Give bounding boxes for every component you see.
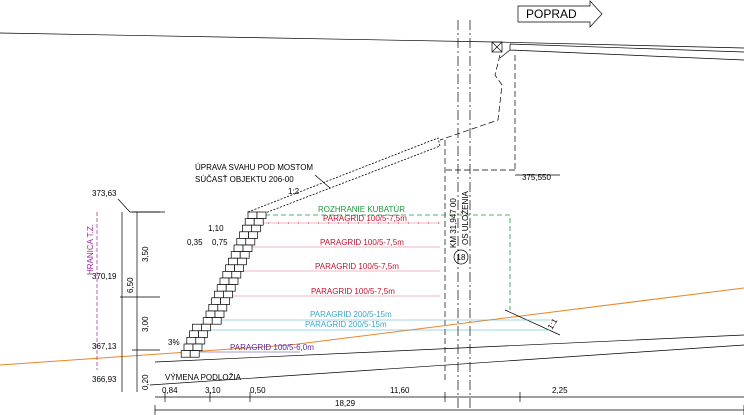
- wall-block: [211, 317, 222, 325]
- leader: [117, 198, 160, 213]
- elevation: 366,93: [92, 375, 117, 384]
- pier-outline: [439, 54, 516, 380]
- horizontal-dim: 2,25: [552, 386, 568, 395]
- volume-boundary-line: [265, 214, 511, 310]
- wall-block: [239, 251, 250, 259]
- wall-block: [247, 211, 258, 219]
- elevation: 373,63: [92, 189, 117, 198]
- wall-block: [225, 264, 235, 272]
- axis-station: KM 31,947 00: [449, 198, 458, 248]
- ground-line: [149, 334, 744, 386]
- subgrade-label: VÝMENA PODLOŽIA: [165, 373, 242, 382]
- vertical-dim: 3,00: [141, 316, 150, 332]
- wall-block: [192, 323, 202, 332]
- slope-ratio: 1:2: [288, 187, 300, 196]
- wall-block: [189, 330, 199, 338]
- horizontal-dim: 3,10: [205, 386, 221, 395]
- wall-block: [195, 337, 206, 345]
- vertical-dim: 3,50: [141, 246, 150, 262]
- wall-block: [233, 244, 244, 252]
- crossfall: 3%: [168, 338, 180, 347]
- wall-block: [236, 238, 247, 246]
- elevation: 375,550: [522, 173, 551, 182]
- vertical-dim: 6,50: [126, 277, 135, 293]
- block-dim: 1,10: [208, 224, 224, 233]
- geogrid-label: PARAGRID 200/5-15m: [310, 310, 392, 319]
- wall-block: [220, 297, 230, 305]
- axis-circle: [453, 249, 469, 265]
- direction-arrow: [517, 0, 603, 28]
- wall-block: [214, 310, 225, 318]
- wall-block: [198, 330, 208, 338]
- wall-block: [201, 323, 211, 332]
- wall-block: [248, 231, 258, 239]
- bridge-deck: [499, 43, 744, 61]
- wall-block: [223, 290, 233, 299]
- wall-block: [217, 304, 228, 312]
- horizontal-dim: 11,60: [390, 386, 410, 395]
- wall-block: [253, 218, 264, 226]
- geogrid-label: PARAGRID 100/5-7,5m: [323, 214, 407, 223]
- geogrid-label: PARAGRID 200/5-15m: [305, 320, 387, 329]
- slope-ratio-right: 1:1: [546, 316, 560, 331]
- wall-block: [234, 264, 244, 272]
- block-dim: 0,75: [212, 238, 228, 247]
- geogrid-label: PARAGRID 100/5-6,0m: [230, 343, 314, 352]
- vertical-dim: 0,20: [141, 374, 150, 390]
- axis-label: OS ULOŽENIA: [461, 191, 470, 245]
- wall-block: [214, 290, 224, 299]
- wall-block: [222, 271, 233, 279]
- bearing: [491, 41, 503, 53]
- wall-block: [211, 297, 221, 305]
- wall-block: [242, 224, 252, 233]
- slope-note: SÚČASŤ OBJEKTU 206-00: [195, 175, 294, 184]
- wall-block: [245, 238, 256, 246]
- wall-block: [192, 343, 203, 351]
- wall-block: [231, 271, 242, 279]
- wall-block: [205, 310, 216, 318]
- axis-number: 18: [457, 253, 466, 262]
- volume-boundary-label: ROZHRANIE KUBATÚR: [318, 205, 405, 214]
- dimension-lines: [154, 392, 744, 415]
- geogrid-label: PARAGRID 100/5-7,5m: [320, 238, 404, 247]
- wall-block: [228, 277, 239, 285]
- wall-block: [202, 317, 213, 325]
- elevation: 367,13: [92, 342, 117, 351]
- wall-blocks: [180, 211, 267, 358]
- wall-block: [219, 277, 230, 285]
- wall-block: [228, 257, 238, 266]
- wall-block: [183, 343, 194, 351]
- wall-block: [244, 218, 255, 226]
- wall-block: [208, 304, 219, 312]
- riprap: [247, 137, 441, 219]
- geogrid-lines: [200, 222, 550, 353]
- wall-block: [216, 284, 227, 292]
- leaders: [314, 174, 560, 189]
- wall-block: [237, 257, 247, 266]
- wall-block: [256, 211, 267, 219]
- geogrid-label: PARAGRID 100/5-7,5m: [311, 287, 395, 296]
- total-width: 18,29: [335, 399, 356, 408]
- wall-block: [251, 224, 261, 233]
- wall-block: [225, 284, 236, 292]
- direction-label: POPRAD: [526, 7, 577, 21]
- horizontal-dim: 0,50: [250, 386, 266, 395]
- wall-block: [239, 231, 249, 239]
- boundary-label: HRANICA T.Z.: [86, 224, 95, 275]
- bearing-cross: [491, 41, 503, 53]
- elevation: 370,19: [92, 272, 117, 281]
- geogrid-label: PARAGRID 100/5-7,5m: [315, 262, 399, 271]
- wall-block: [230, 251, 241, 259]
- vertical-dimension-lines: [120, 211, 165, 392]
- terrain-top: [0, 32, 744, 49]
- wall-block: [186, 337, 197, 345]
- wall-block: [189, 350, 200, 358]
- slope-right: [504, 309, 561, 336]
- wall-block: [180, 350, 191, 358]
- wall-block: [242, 244, 253, 252]
- slope-note: ÚPRAVA SVAHU POD MOSTOM: [195, 163, 313, 172]
- block-dim: 0,35: [187, 238, 203, 247]
- horizontal-dim: 0,84: [162, 386, 178, 395]
